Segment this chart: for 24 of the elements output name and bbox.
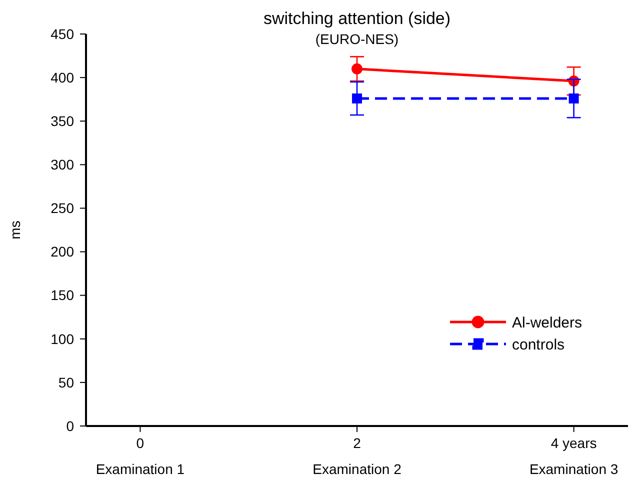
y-tick-label: 400 [50, 69, 74, 86]
y-tick-label: 50 [58, 374, 74, 390]
y-tick-label: 350 [50, 113, 74, 130]
chart-title: switching attention (side) [263, 9, 451, 28]
text: Examination 1 [96, 461, 185, 477]
y-tick-label: 300 [50, 156, 74, 173]
x-tick-label: 0 [136, 435, 144, 451]
point [352, 63, 362, 74]
text: Examination 2 [312, 461, 402, 477]
legend-label: Al-welders [512, 314, 582, 332]
point [352, 93, 362, 104]
y-tick-label: 450 [50, 26, 74, 42]
y-tick-label: 0 [66, 418, 74, 434]
x-tick-label: 2 [353, 435, 362, 451]
chart-subtitle: (EURO-NES) [315, 31, 399, 47]
legend-label: controls [512, 336, 565, 354]
x-tick-label: 4 years [550, 435, 597, 451]
y-tick-label: 150 [50, 287, 74, 304]
text: Examination 3 [529, 461, 618, 477]
y-axis-title: ms [7, 220, 23, 240]
y-tick-label: 200 [50, 244, 74, 260]
point [568, 93, 579, 104]
y-tick-label: 250 [50, 200, 74, 216]
y-tick-label: 100 [50, 330, 74, 347]
